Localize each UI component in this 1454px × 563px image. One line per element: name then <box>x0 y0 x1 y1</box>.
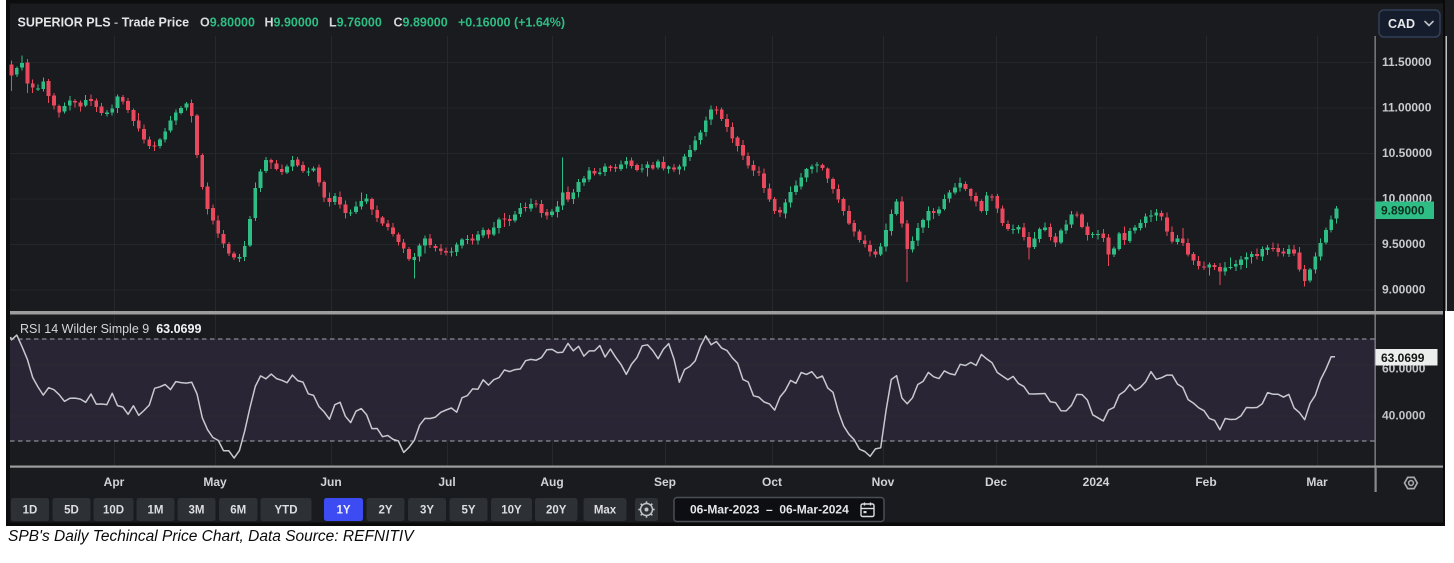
svg-text:C9.89000: C9.89000 <box>394 16 448 30</box>
svg-text:10Y: 10Y <box>501 505 522 517</box>
svg-text:Dec: Dec <box>985 475 1007 489</box>
svg-text:3Y: 3Y <box>420 505 434 517</box>
svg-text:06-Mar-2023 – 06-Mar-2024: 06-Mar-2023 – 06-Mar-2024 <box>690 503 849 517</box>
svg-text:SUPERIOR PLS - Trade Price: SUPERIOR PLS - Trade Price <box>18 16 190 30</box>
svg-text:1D: 1D <box>23 505 38 517</box>
svg-text:9.50000: 9.50000 <box>1382 237 1426 251</box>
svg-text:Max: Max <box>594 505 617 517</box>
svg-text:SPB's Daily Techincal Price Ch: SPB's Daily Techincal Price Chart, Data … <box>8 528 415 545</box>
svg-text:9.00000: 9.00000 <box>1382 283 1426 297</box>
svg-text:Nov: Nov <box>872 475 895 489</box>
svg-text:3M: 3M <box>189 505 205 517</box>
svg-text:May: May <box>203 475 227 489</box>
svg-text:10D: 10D <box>103 505 124 517</box>
svg-text:40.0000: 40.0000 <box>1382 409 1426 423</box>
svg-text:11.50000: 11.50000 <box>1382 55 1432 69</box>
svg-text:2Y: 2Y <box>378 505 392 517</box>
svg-text:9.89000: 9.89000 <box>1381 204 1425 218</box>
svg-text:Aug: Aug <box>540 475 563 489</box>
svg-text:63.0699: 63.0699 <box>1381 351 1425 365</box>
svg-text:10.50000: 10.50000 <box>1382 146 1432 160</box>
svg-text:1Y: 1Y <box>336 505 350 517</box>
svg-text:Mar: Mar <box>1306 475 1328 489</box>
svg-text:6M: 6M <box>230 505 246 517</box>
svg-text:L9.76000: L9.76000 <box>329 16 382 30</box>
svg-text:5D: 5D <box>64 505 79 517</box>
svg-text:CAD: CAD <box>1388 17 1415 31</box>
svg-text:Feb: Feb <box>1195 475 1216 489</box>
svg-text:Jun: Jun <box>320 475 341 489</box>
svg-text:Apr: Apr <box>104 475 125 489</box>
svg-text:Oct: Oct <box>762 475 782 489</box>
svg-text:RSI 14 Wilder Simple 963.0699: RSI 14 Wilder Simple 9 63.0699 <box>20 322 201 336</box>
svg-text:Jul: Jul <box>438 475 455 489</box>
svg-text:1M: 1M <box>148 505 164 517</box>
svg-text:+0.16000 (+1.64%): +0.16000 (+1.64%) <box>458 16 565 30</box>
svg-text:O9.80000: O9.80000 <box>200 16 255 30</box>
svg-text:H9.90000: H9.90000 <box>265 16 319 30</box>
svg-text:YTD: YTD <box>275 505 298 517</box>
svg-text:Sep: Sep <box>654 475 676 489</box>
svg-text:11.00000: 11.00000 <box>1382 101 1432 115</box>
svg-text:5Y: 5Y <box>461 505 475 517</box>
svg-text:2024: 2024 <box>1083 475 1110 489</box>
svg-text:20Y: 20Y <box>546 505 567 517</box>
